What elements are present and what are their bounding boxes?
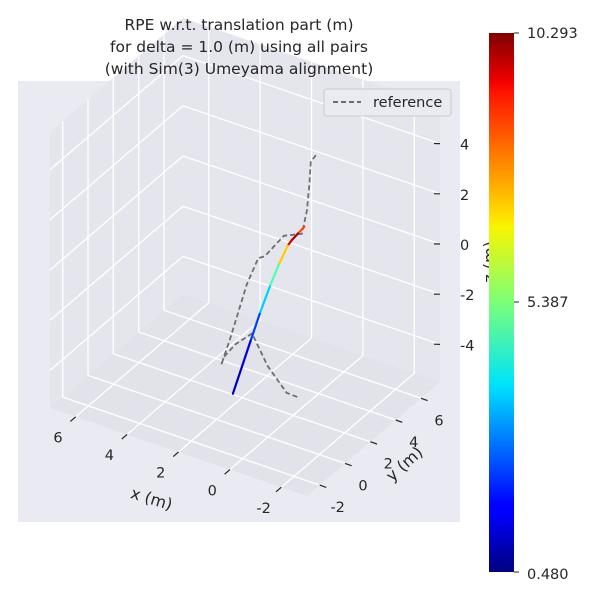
title-line-1: RPE w.r.t. translation part (m) bbox=[124, 16, 353, 34]
x-tick-label: 4 bbox=[105, 448, 114, 464]
y-tick-mark bbox=[395, 419, 403, 423]
z-tick-label: -4 bbox=[460, 338, 474, 354]
series-reference-path bbox=[220, 154, 317, 399]
title-line-2: for delta = 1.0 (m) using all pairs bbox=[110, 38, 368, 56]
grid-line-x-floor bbox=[126, 319, 261, 435]
series-rpe-segment bbox=[249, 312, 261, 342]
x-tick-mark bbox=[172, 451, 179, 458]
grid-line-y-floor bbox=[87, 374, 346, 465]
tick-marks bbox=[70, 142, 441, 493]
x-tick-label: 2 bbox=[156, 466, 165, 482]
legend-label-reference: reference bbox=[373, 95, 442, 111]
series-rpe-segment bbox=[296, 225, 306, 235]
y-tick-label: 2 bbox=[384, 457, 393, 473]
x-tick-label: 0 bbox=[208, 483, 217, 499]
series-rpe-segment bbox=[258, 285, 271, 315]
colorbar: 10.293 5.387 0.480 bbox=[489, 26, 578, 583]
grid-line-x-floor bbox=[280, 372, 415, 488]
y-tick-mark bbox=[319, 484, 327, 488]
grid-line-z-wall-x bbox=[49, 205, 184, 321]
series-rpe-segment bbox=[240, 339, 252, 369]
grid-line-x-floor bbox=[75, 302, 210, 418]
y-tick-label: 0 bbox=[358, 478, 367, 494]
y-tick-label: -2 bbox=[330, 500, 344, 516]
y-tick-label: 6 bbox=[434, 413, 443, 429]
grid-line-z-wall-x bbox=[49, 255, 184, 371]
grid-line-z-wall-y bbox=[182, 205, 441, 295]
x-tick-label: 6 bbox=[53, 431, 62, 447]
data-series bbox=[220, 154, 317, 399]
grid-line-y-floor bbox=[113, 353, 371, 443]
colorbar-label-max: 10.293 bbox=[527, 26, 578, 42]
series-rpe-segment bbox=[290, 232, 300, 242]
y-tick-label: 4 bbox=[409, 435, 418, 451]
grid-line-z-wall-x bbox=[49, 55, 184, 171]
grid-line-z-wall-y bbox=[182, 155, 441, 245]
grid-line-y-floor bbox=[163, 309, 422, 399]
y-tick-mark bbox=[370, 441, 378, 445]
z-tick-label: 0 bbox=[460, 238, 469, 254]
grid-line-x-floor bbox=[178, 337, 312, 453]
grid-lines bbox=[49, 26, 441, 488]
grid-line-z-wall-y bbox=[182, 105, 441, 195]
colorbar-label-min: 0.480 bbox=[527, 567, 569, 583]
z-tick-label: -2 bbox=[460, 288, 474, 304]
grid-line-z-wall-x bbox=[49, 105, 184, 221]
y-tick-mark bbox=[420, 397, 428, 402]
y-tick-mark bbox=[344, 462, 352, 467]
colorbar-label-mid: 5.387 bbox=[527, 295, 569, 311]
series-rpe-segment bbox=[231, 366, 243, 395]
z-tick-label: 2 bbox=[460, 188, 469, 204]
series-rpe-segment bbox=[277, 244, 289, 266]
legend-frame bbox=[323, 88, 452, 117]
legend: reference bbox=[323, 88, 452, 117]
grid-line-z-wall-y bbox=[182, 255, 441, 346]
grid-line-y-floor bbox=[138, 331, 396, 421]
series-rpe-segment bbox=[268, 263, 280, 288]
x-tick-mark bbox=[70, 416, 77, 422]
colorbar-gradient bbox=[489, 33, 514, 572]
x-tick-mark bbox=[275, 486, 282, 493]
x-tick-label: -2 bbox=[256, 501, 270, 517]
x-tick-mark bbox=[121, 433, 128, 440]
chart-title: RPE w.r.t. translation part (m) for delt… bbox=[105, 16, 374, 78]
grid-line-x-floor bbox=[229, 355, 364, 471]
grid-line-y-floor bbox=[62, 396, 320, 486]
x-tick-mark bbox=[224, 469, 231, 475]
title-line-3: (with Sim(3) Umeyama alignment) bbox=[105, 60, 374, 78]
grid-line-z-wall-x bbox=[49, 155, 184, 271]
z-tick-label: 4 bbox=[460, 138, 469, 154]
grid-line-z-wall-y bbox=[182, 54, 441, 145]
